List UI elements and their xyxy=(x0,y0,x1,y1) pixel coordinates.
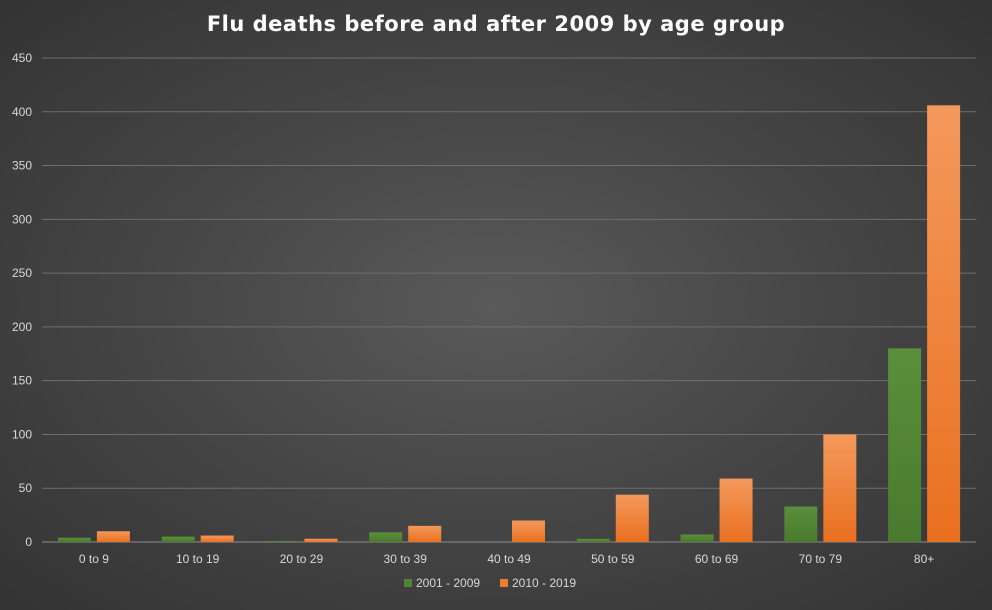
legend-swatch xyxy=(404,579,412,587)
x-tick-label: 40 to 49 xyxy=(487,552,531,566)
bar-2001-2009-60-to-69 xyxy=(680,534,714,542)
x-tick-label: 0 to 9 xyxy=(79,552,109,566)
x-tick-label: 60 to 69 xyxy=(695,552,739,566)
bar-2010-2019-80+ xyxy=(927,105,961,542)
x-tick-label: 20 to 29 xyxy=(280,552,324,566)
bar-2001-2009-0-to-9 xyxy=(57,537,91,542)
bar-2010-2019-60-to-69 xyxy=(719,478,753,542)
bar-2001-2009-80+ xyxy=(888,348,922,542)
x-axis: 0 to 9 10 to 19 20 to 29 30 to 39 40 to 49 50… xyxy=(79,552,934,566)
bar-2010-2019-10-to-19 xyxy=(200,535,234,542)
bars xyxy=(57,105,961,542)
bar-2001-2009-20-to-29 xyxy=(265,540,299,542)
bar-2010-2019-30-to-39 xyxy=(408,525,442,542)
y-tick-label: 250 xyxy=(12,266,32,280)
legend-label: 2010 - 2019 xyxy=(512,576,576,590)
bar-2010-2019-0-to-9 xyxy=(96,531,130,542)
chart-title: Flu deaths before and after 2009 by age … xyxy=(206,12,786,36)
legend-swatch xyxy=(500,579,508,587)
x-tick-label: 80+ xyxy=(914,552,934,566)
bar-2010-2019-50-to-59 xyxy=(615,494,649,542)
y-tick-label: 200 xyxy=(12,320,32,334)
x-tick-label: 50 to 59 xyxy=(591,552,635,566)
bar-2001-2009-10-to-19 xyxy=(161,536,195,542)
bar-2010-2019-20-to-29 xyxy=(304,538,338,542)
y-axis: 0 50 100 150 200 250 300 350 400 450 xyxy=(12,51,32,549)
bar-2001-2009-30-to-39 xyxy=(369,532,403,542)
y-tick-label: 100 xyxy=(12,427,32,441)
y-tick-label: 350 xyxy=(12,159,32,173)
x-tick-label: 30 to 39 xyxy=(384,552,428,566)
y-tick-label: 150 xyxy=(12,374,32,388)
y-tick-label: 50 xyxy=(19,481,33,495)
y-tick-label: 0 xyxy=(25,535,32,549)
bar-2001-2009-70-to-79 xyxy=(784,506,818,542)
bar-2010-2019-40-to-49 xyxy=(512,520,545,542)
gridlines xyxy=(42,57,976,543)
y-tick-label: 300 xyxy=(12,212,32,226)
y-tick-label: 400 xyxy=(12,105,32,119)
legend: 2001 - 2009 2010 - 2019 xyxy=(404,576,576,590)
y-tick-label: 450 xyxy=(12,51,32,65)
legend-label: 2001 - 2009 xyxy=(416,576,480,590)
x-tick-label: 10 to 19 xyxy=(176,552,220,566)
x-tick-label: 70 to 79 xyxy=(799,552,843,566)
bar-2001-2009-50-to-59 xyxy=(576,538,610,542)
bar-2010-2019-70-to-79 xyxy=(823,434,857,542)
